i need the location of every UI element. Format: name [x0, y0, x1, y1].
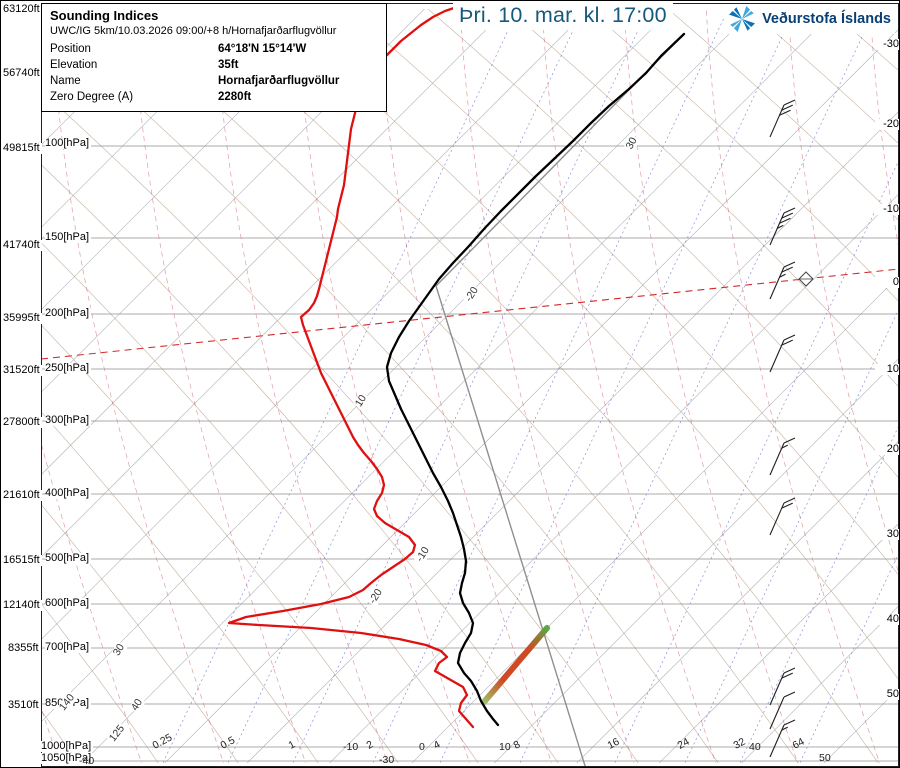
moist-adiabat-line: [869, 9, 899, 251]
mixing-ratio-line: [162, 9, 519, 763]
dry-adiabat-line: [41, 19, 719, 763]
moist-adiabat-line: [295, 9, 471, 763]
dry-adiabat-line: [41, 503, 239, 763]
dry-adiabat-line: [427, 9, 899, 479]
moist-adiabat-line: [49, 9, 225, 763]
dry-adiabat-line: [41, 242, 479, 763]
isotherm-line: [741, 605, 899, 763]
row-label: Elevation: [50, 59, 98, 71]
mixing-ratio-line: [227, 9, 584, 763]
mixing-ratio-line: [614, 159, 899, 763]
moist-adiabat-line: [377, 9, 553, 763]
isotherm-line: [658, 522, 899, 763]
wind-barb: [769, 207, 796, 246]
panel-row-name: Name Hornafjarðarflugvöllur: [50, 73, 378, 89]
isotherm-line: [329, 193, 899, 763]
mixing-ratio-line: [292, 9, 649, 763]
vedurstofa-logo-text: Veðurstofa Íslands: [762, 11, 891, 27]
moist-adiabat-line: [541, 9, 717, 763]
isotherm-line: [82, 9, 837, 763]
dry-adiabat-line: [41, 411, 319, 763]
isotherm-line: [246, 110, 899, 763]
dry-adiabat-line: [587, 9, 899, 303]
wind-barb: [769, 497, 796, 536]
isotherm-line: [41, 9, 343, 311]
wind-barb: [769, 719, 796, 758]
wind-barb: [769, 691, 796, 730]
dry-adiabat-line: [507, 9, 899, 388]
row-value: 2280ft: [218, 91, 252, 103]
mixing-ratio-line: [799, 551, 899, 763]
mixing-ratio-line: [439, 9, 796, 763]
isotherm-line: [411, 275, 899, 763]
row-value: 64°18'N 15°14'W: [218, 43, 307, 55]
wind-barb: [769, 261, 796, 300]
series-shear-highlight: [481, 625, 550, 705]
isotherm-line: [41, 9, 96, 64]
isotherm-line: [41, 9, 755, 723]
isotherm-line: [1, 3, 18, 767]
moist-adiabat-line: [41, 706, 61, 763]
isotherm-line: [823, 687, 899, 763]
vedurstofa-logo-icon: [729, 6, 756, 32]
moist-adiabat-line: [213, 9, 389, 763]
panel-row-position: Position 64°18'N 15°14'W: [50, 41, 378, 57]
series-dewpoint: [227, 5, 475, 729]
dry-adiabat-line: [41, 324, 399, 763]
isotherm-line: [41, 9, 672, 640]
dry-adiabat-line: [347, 9, 899, 576]
moist-adiabat-line: [623, 9, 799, 763]
row-value: 35ft: [218, 59, 239, 71]
row-label: Position: [50, 43, 91, 55]
isotherm-line: [494, 358, 899, 763]
row-label: Zero Degree (A): [50, 91, 134, 103]
panel-row-zero-degree: Zero Degree (A) 2280ft: [50, 89, 378, 105]
dry-adiabat-line: [667, 9, 899, 222]
moist-adiabat-line: [787, 9, 899, 575]
wind-barb: [769, 437, 796, 476]
dry-adiabat-line: [41, 164, 559, 763]
isotherm-line: [576, 440, 899, 763]
dry-adiabat-line: [747, 9, 899, 145]
wind-barb: [769, 99, 796, 138]
dry-adiabat-line: [267, 9, 899, 681]
mixing-ratio-line: [519, 9, 876, 763]
sounding-indices-panel: Sounding Indices UWC/IG 5km/10.03.2026 0…: [41, 3, 387, 112]
wind-barb: [769, 334, 796, 373]
dry-adiabat-line: [827, 9, 899, 72]
isotherm-line: [41, 9, 425, 393]
moist-adiabat-line: [41, 441, 143, 763]
dry-adiabat-line: [41, 602, 159, 763]
row-label: Name: [50, 75, 81, 87]
panel-subtitle: UWC/IG 5km/10.03.2026 09:00/+8 h/Hornafj…: [50, 25, 337, 37]
dry-adiabat-line: [107, 9, 799, 763]
dry-adiabat-line: [187, 9, 879, 763]
isotherm-line: [164, 28, 899, 763]
row-value: Hornafjarðarflugvöllur: [218, 75, 340, 87]
moist-adiabat-line: [131, 9, 307, 763]
isotherm-line: [41, 9, 178, 146]
isotherm-line: [41, 9, 508, 476]
isotherm-line: [41, 9, 590, 558]
mixing-ratio-line: [684, 307, 899, 763]
chart-date-title: Þri. 10. mar. kl. 17:00: [453, 3, 673, 30]
isotherm-line: [41, 9, 260, 228]
vedurstofa-logo: Veðurstofa Íslands: [724, 4, 895, 34]
series-parcel-curve: [435, 33, 685, 767]
moist-adiabat-line: [705, 9, 881, 763]
panel-row-elevation: Elevation 35ft: [50, 57, 378, 73]
mixing-ratio-line: [739, 424, 899, 763]
panel-title: Sounding Indices: [50, 8, 159, 23]
mixing-ratio-line: [372, 9, 729, 763]
moist-adiabat-line: [459, 9, 635, 763]
series-temperature: [385, 32, 686, 727]
wind-barb: [769, 667, 796, 706]
